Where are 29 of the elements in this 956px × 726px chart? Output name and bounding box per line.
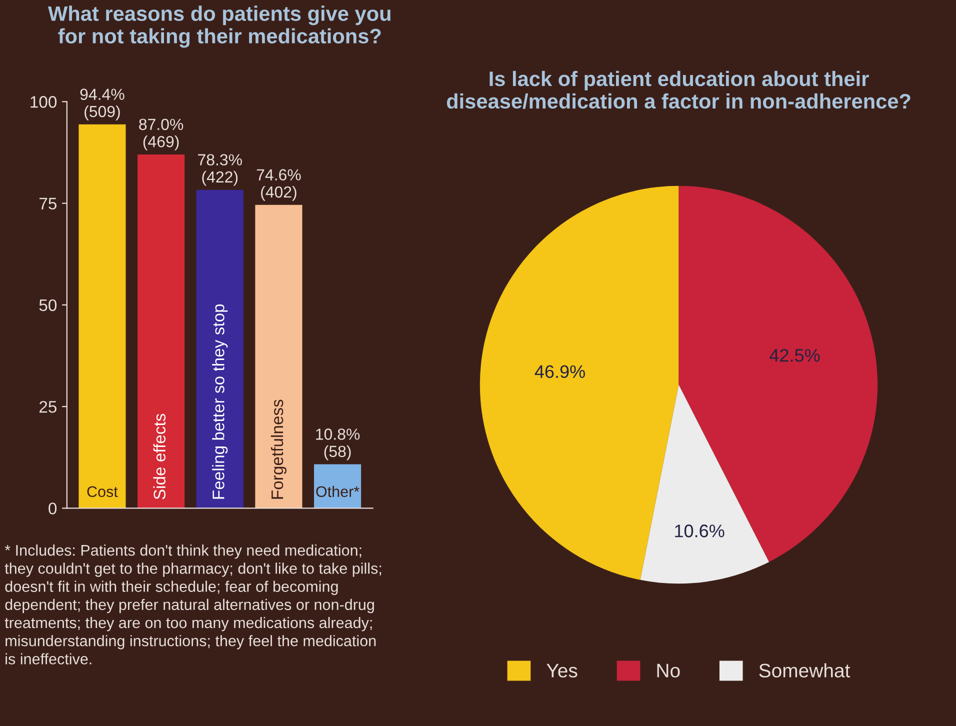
data-label: 46.9% [534, 365, 585, 378]
chart-title: What reasons do patients give you for not taking their medications? [48, 6, 390, 48]
y-tick-label: 75 [40, 198, 56, 210]
data-label: 10.6% [675, 524, 724, 538]
bar [255, 204, 302, 508]
bar [314, 464, 362, 508]
x-tick-label: Feeling better so they stop [212, 304, 228, 499]
legend-label: Somewhat [759, 663, 850, 678]
data-label: 78.3% (422) [198, 154, 242, 186]
legend-label: Yes [546, 664, 578, 678]
data-label: 10.8% (58) [316, 428, 360, 460]
x-tick-label: Forgetfulness [270, 400, 286, 499]
bar [78, 124, 126, 508]
chart-title: Is lack of patient education about their disease/medication a factor in non-adherence? [446, 70, 910, 109]
data-label: 87.0% (469) [139, 118, 184, 150]
x-tick-label: Other* [316, 486, 360, 498]
data-label: 94.4% (509) [80, 88, 124, 120]
y-tick-label: 50 [39, 299, 57, 312]
x-tick-label: Cost [87, 486, 118, 498]
legend-label: No [657, 664, 680, 678]
text: * Includes: Patients don't think they need medication; they couldn't get to the pharmacy; don't like to take pills; doesn't fit in with their schedule; fear of becoming dependent; they prefer natural alternatives or non-drug treatments; they are on too many medications already; misunderstanding instructions; they feel the medication is ineffective. [4, 544, 382, 664]
x-tick-label: Side effects [153, 414, 166, 500]
y-tick-label: 0 [48, 502, 57, 514]
bar [138, 154, 185, 508]
y-tick-label: 25 [40, 400, 56, 413]
bar [196, 190, 244, 508]
y-tick-label: 100 [30, 96, 57, 108]
data-label: 74.6% (402) [256, 169, 301, 201]
data-label: 42.5% [770, 348, 820, 362]
